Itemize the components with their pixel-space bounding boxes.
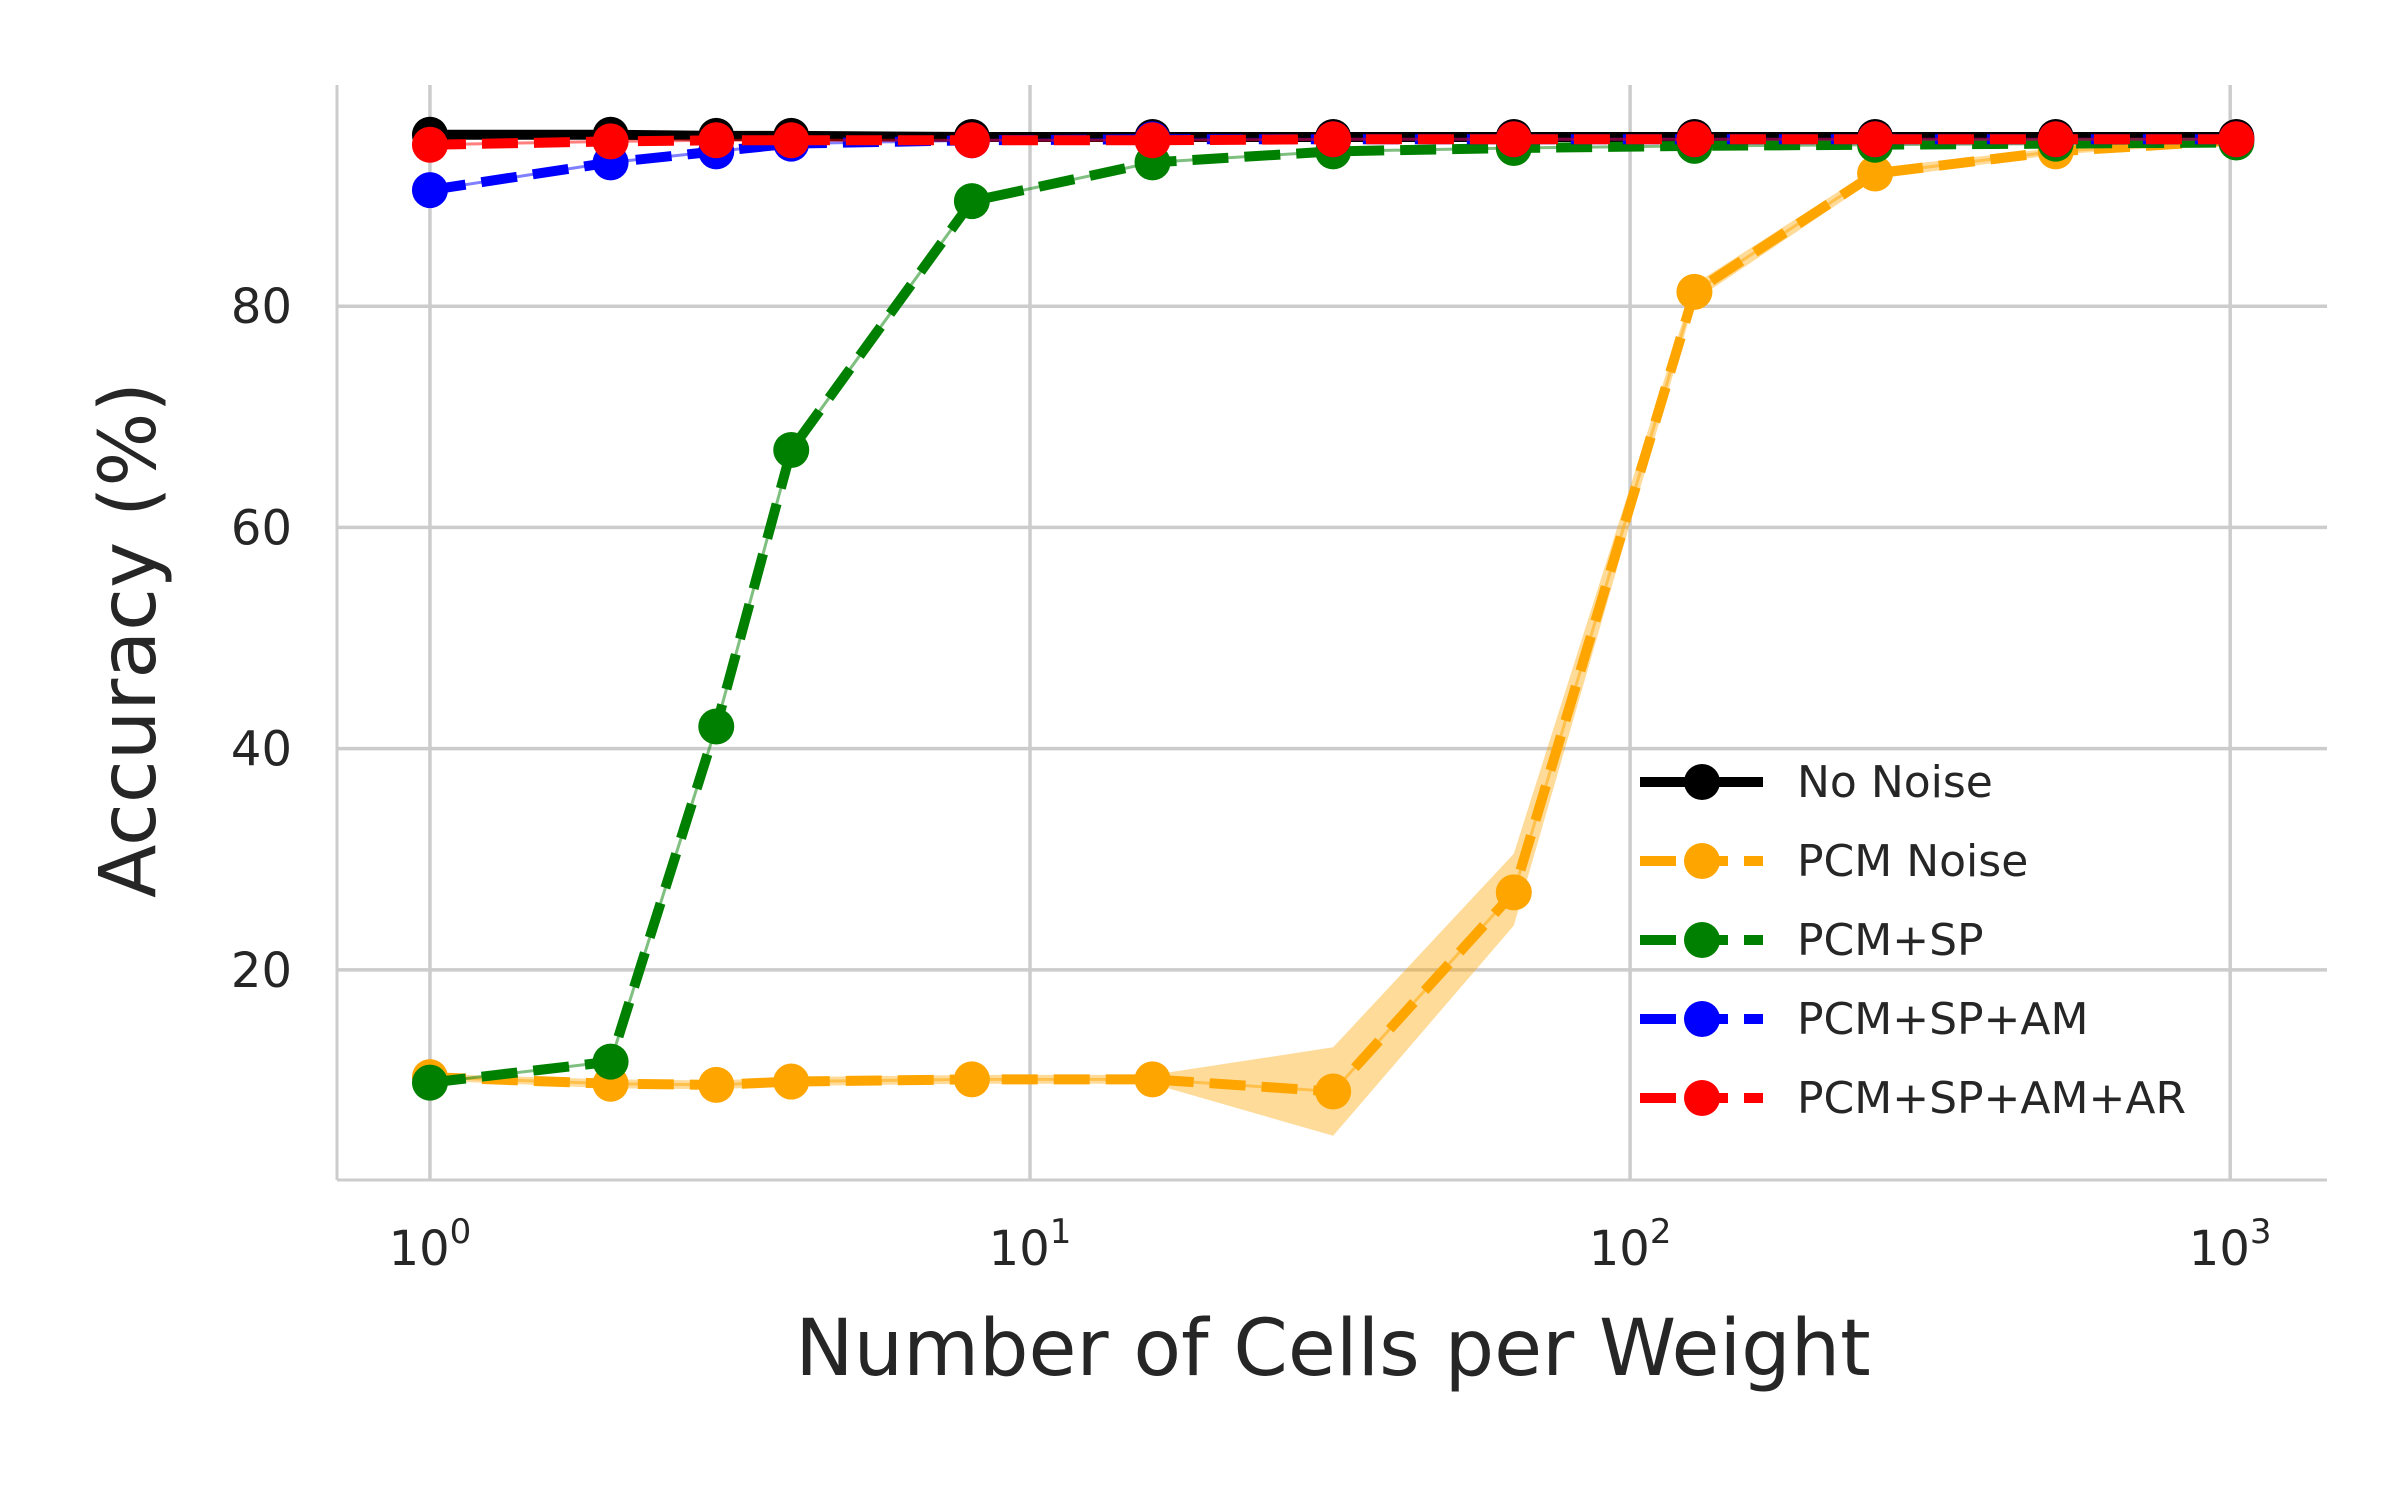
data-point: [773, 432, 810, 468]
data-point: [698, 122, 735, 159]
data-point: [953, 1061, 990, 1098]
series-band: [429, 138, 2237, 1136]
x-axis-label: Number of Cells per Weight: [795, 1304, 1870, 1394]
legend-label: PCM+SP: [1797, 915, 1984, 966]
axes-spines: [335, 85, 2327, 1182]
x-tick-label: 102: [1589, 1212, 1672, 1277]
legend-marker: [1684, 764, 1720, 800]
legend-marker: [1684, 922, 1720, 958]
data-point: [773, 1063, 810, 1100]
data-point: [1315, 1073, 1352, 1110]
data-point: [2037, 121, 2074, 158]
y-tick-label: 80: [231, 279, 292, 335]
series-lines: [411, 116, 2255, 1110]
data-point: [698, 708, 735, 745]
legend-marker: [1684, 843, 1720, 879]
data-point: [2218, 121, 2255, 158]
x-tick-label: 101: [989, 1212, 1072, 1277]
data-point: [592, 1043, 629, 1080]
series-line: [429, 137, 2237, 1088]
legend-marker: [1684, 1080, 1720, 1116]
data-point: [1676, 121, 1713, 158]
y-tick-label: 60: [231, 500, 292, 556]
data-point: [1315, 121, 1352, 158]
data-point: [698, 1066, 735, 1103]
y-tick-label: 20: [231, 943, 292, 999]
data-point: [1857, 155, 1894, 192]
data-point: [1676, 273, 1713, 310]
x-tick-label: 100: [389, 1212, 472, 1277]
data-point: [1857, 121, 1894, 158]
data-point: [411, 1064, 448, 1101]
data-point: [1495, 874, 1532, 911]
data-point: [1134, 122, 1171, 159]
y-tick-label: 40: [231, 722, 292, 778]
data-point: [411, 126, 448, 163]
legend-marker: [1684, 1001, 1720, 1037]
data-point: [953, 183, 990, 220]
x-tick-label: 103: [2189, 1212, 2272, 1277]
data-point: [1495, 121, 1532, 158]
legend: No Noise PCM Noise PCM+SP PCM+SP+AM PCM+SP+A…: [1640, 757, 2186, 1124]
tick-labels: 100 101 102 103 20 40 60 80: [231, 279, 2272, 1277]
legend-label: PCM+SP+AM+AR: [1797, 1073, 2186, 1124]
data-point: [411, 172, 448, 209]
data-point: [1134, 1061, 1171, 1098]
y-axis-label: Accuracy (%): [84, 382, 174, 898]
confidence-bands: [429, 138, 2237, 1136]
data-point: [953, 122, 990, 159]
legend-label: PCM Noise: [1797, 836, 2028, 887]
grid: [337, 85, 2327, 1180]
legend-label: No Noise: [1797, 757, 1993, 808]
data-point: [592, 123, 629, 160]
legend-label: PCM+SP+AM: [1797, 994, 2088, 1045]
data-point: [773, 122, 810, 159]
